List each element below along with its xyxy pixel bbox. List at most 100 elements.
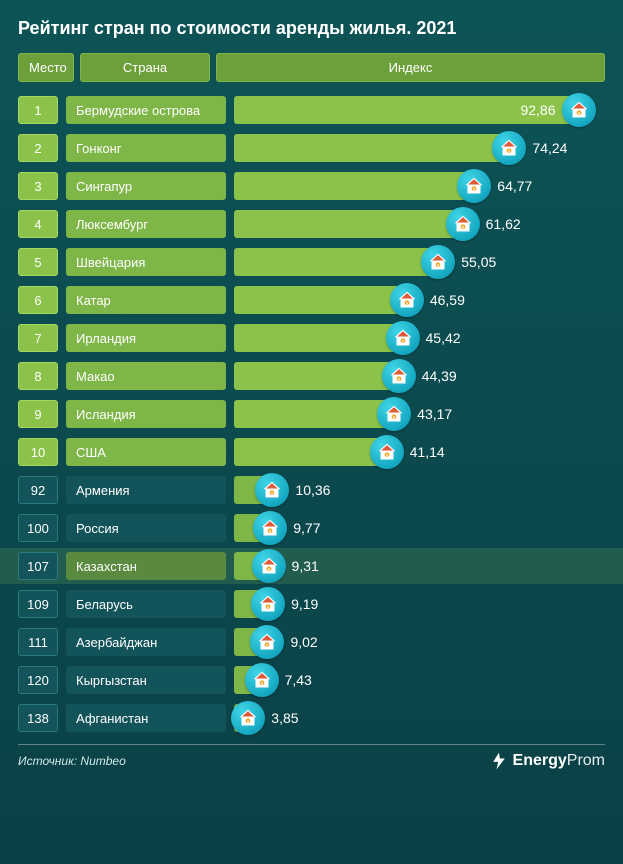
country-cell: Бермудские острова (66, 96, 226, 124)
rank-cell: 107 (18, 552, 58, 580)
value-label: 9,31 (292, 558, 319, 574)
table-row: 5 Швейцария $ 55,05 (18, 246, 605, 278)
bar-track: $ 10,36 (234, 476, 605, 504)
value-label: 44,39 (422, 368, 457, 384)
house-icon: $ (250, 625, 284, 659)
country-cell: Ирландия (66, 324, 226, 352)
rank-cell: 2 (18, 134, 58, 162)
table-row: 1 Бермудские острова $ 92,86 (18, 94, 605, 126)
svg-text:$: $ (401, 340, 403, 344)
house-icon: $ (562, 93, 596, 127)
country-cell: Сингапур (66, 172, 226, 200)
brand-text-1: Energy (513, 752, 567, 770)
bar-fill (234, 210, 463, 238)
value-label: 10,36 (295, 482, 330, 498)
header-rank: Место (18, 53, 74, 82)
bar-track: $ 9,77 (234, 514, 605, 542)
table-row: 9Исландия $ 43,17 (18, 398, 605, 430)
svg-text:$: $ (473, 188, 475, 192)
value-label: 46,59 (430, 292, 465, 308)
rank-cell: 8 (18, 362, 58, 390)
country-cell: Люксембург (66, 210, 226, 238)
house-icon: $ (253, 511, 287, 545)
country-cell: Кыргызстан (66, 666, 226, 694)
table-row: 107 Казахстан $ 9,31 (18, 550, 605, 582)
brand-logo: EnergyProm (489, 751, 605, 771)
infographic-card: Рейтинг стран по стоимости аренды жилья.… (0, 0, 623, 864)
table-row: 138 Афганистан $ 3,85 (18, 702, 605, 734)
bar-track: $ 9,31 (234, 552, 605, 580)
bar-fill (234, 324, 403, 352)
house-icon: $ (492, 131, 526, 165)
bar-track: $ 3,85 (234, 704, 605, 732)
value-label: 7,43 (285, 672, 312, 688)
rank-cell: 3 (18, 172, 58, 200)
bar-track: $ 74,24 (234, 134, 605, 162)
table-row: 2Гонконг $ 74,24 (18, 132, 605, 164)
house-icon: $ (386, 321, 420, 355)
svg-text:$: $ (261, 682, 263, 686)
value-label: 9,77 (293, 520, 320, 536)
country-cell: США (66, 438, 226, 466)
bar-fill (234, 248, 438, 276)
rank-cell: 6 (18, 286, 58, 314)
source-text: Источник: Numbeo (18, 754, 126, 768)
svg-text:$: $ (577, 112, 579, 116)
svg-text:$: $ (266, 644, 268, 648)
rank-cell: 5 (18, 248, 58, 276)
house-icon: $ (245, 663, 279, 697)
value-label: 9,02 (290, 634, 317, 650)
table-row: 109Беларусь $ 9,19 (18, 588, 605, 620)
rank-cell: 111 (18, 628, 58, 656)
value-label: 61,62 (486, 216, 521, 232)
country-cell: Макао (66, 362, 226, 390)
svg-text:$: $ (508, 150, 510, 154)
house-icon: $ (446, 207, 480, 241)
svg-text:$: $ (393, 416, 395, 420)
rank-cell: 9 (18, 400, 58, 428)
house-icon: $ (421, 245, 455, 279)
column-headers: Место Страна Индекс (18, 53, 605, 82)
rank-cell: 7 (18, 324, 58, 352)
value-label: 64,77 (497, 178, 532, 194)
table-row: 6Катар $ 46,59 (18, 284, 605, 316)
country-cell: Беларусь (66, 590, 226, 618)
bar-track: $ 46,59 (234, 286, 605, 314)
house-icon: $ (390, 283, 424, 317)
bar-fill (234, 400, 394, 428)
svg-text:$: $ (247, 720, 249, 724)
country-cell: Афганистан (66, 704, 226, 732)
page-title: Рейтинг стран по стоимости аренды жилья.… (18, 18, 605, 39)
table-row: 8 Макао $ 44,39 (18, 360, 605, 392)
bar-track: $ 7,43 (234, 666, 605, 694)
bar-track: $ 55,05 (234, 248, 605, 276)
country-cell: Швейцария (66, 248, 226, 276)
table-row: 100Россия $ 9,77 (18, 512, 605, 544)
bar-track: $ 92,86 (234, 96, 605, 124)
svg-text:$: $ (267, 606, 269, 610)
house-icon: $ (370, 435, 404, 469)
svg-text:$: $ (462, 226, 464, 230)
bar-fill (234, 438, 387, 466)
house-icon: $ (382, 359, 416, 393)
table-row: 7Ирландия $ 45,42 (18, 322, 605, 354)
bar-fill (234, 362, 399, 390)
bar-track: $ 44,39 (234, 362, 605, 390)
value-label: 9,19 (291, 596, 318, 612)
country-cell: Россия (66, 514, 226, 542)
rank-cell: 138 (18, 704, 58, 732)
bar-track: $ 64,77 (234, 172, 605, 200)
table-row: 111Азербайджан $ 9,02 (18, 626, 605, 658)
rank-cell: 1 (18, 96, 58, 124)
value-label: 55,05 (461, 254, 496, 270)
house-icon: $ (252, 549, 286, 583)
bar-track: $ 41,14 (234, 438, 605, 466)
svg-text:$: $ (268, 568, 270, 572)
country-cell: Армения (66, 476, 226, 504)
brand-icon (489, 751, 509, 771)
value-label: 3,85 (271, 710, 298, 726)
value-label: 74,24 (532, 140, 567, 156)
country-cell: Казахстан (66, 552, 226, 580)
bar-track: $ 9,02 (234, 628, 605, 656)
header-country: Страна (80, 53, 210, 82)
